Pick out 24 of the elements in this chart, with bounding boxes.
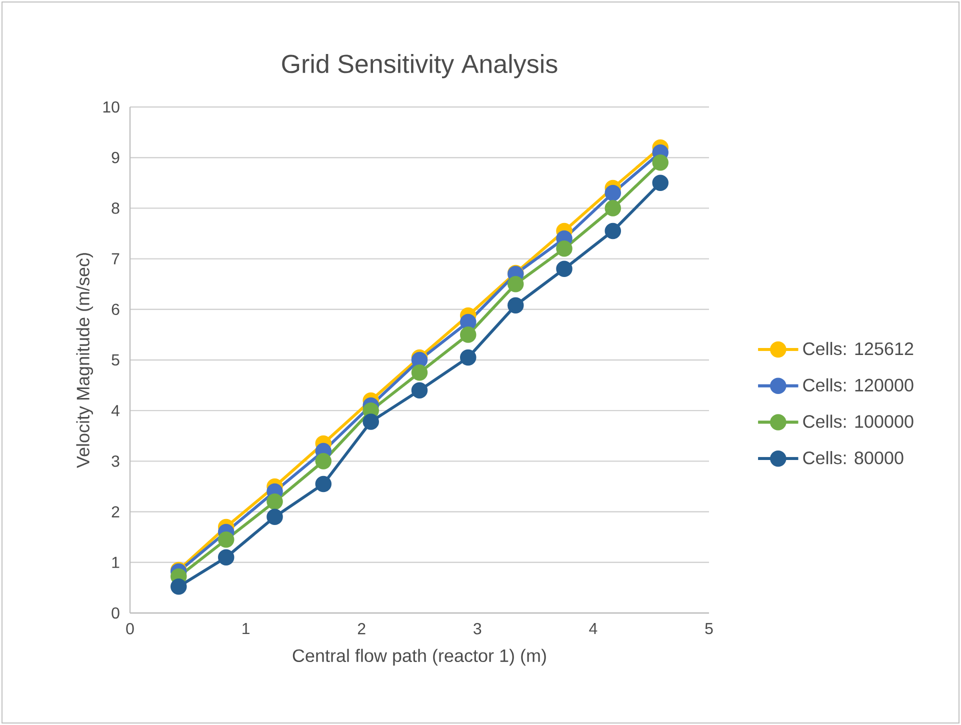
legend-label: Cells: 80000 <box>803 451 904 464</box>
y-tick-label: 9 <box>112 152 120 164</box>
x-tick-label: 4 <box>589 623 598 634</box>
y-tick-label: 8 <box>112 202 120 214</box>
x-tick-label: 2 <box>358 623 366 634</box>
x-axis-title: Central flow path (reactor 1) (m) <box>292 648 546 666</box>
y-tick-label: 2 <box>112 506 120 518</box>
legend-label: Cells: 125612 <box>803 342 914 356</box>
x-tick-label: 1 <box>242 623 250 634</box>
y-tick-label: 5 <box>112 354 120 366</box>
y-axis-title: Velocity Magnitude (m/sec) <box>76 253 94 468</box>
x-tick-label: 3 <box>474 623 482 634</box>
x-tick-label: 0 <box>126 623 134 634</box>
y-tick-label: 6 <box>112 304 120 316</box>
y-tick-label: 4 <box>111 405 120 416</box>
y-tick-label: 3 <box>112 456 120 467</box>
y-tick-label: 1 <box>112 556 120 568</box>
legend-label: Cells: 100000 <box>803 414 914 428</box>
y-tick-label: 10 <box>103 101 120 113</box>
x-tick-label: 5 <box>705 623 713 634</box>
y-tick-label: 0 <box>112 607 120 619</box>
chart-title: Grid Sensitivity Analysis <box>282 54 558 78</box>
y-tick-label: 7 <box>112 253 120 264</box>
legend-label: Cells: 120000 <box>803 378 914 392</box>
